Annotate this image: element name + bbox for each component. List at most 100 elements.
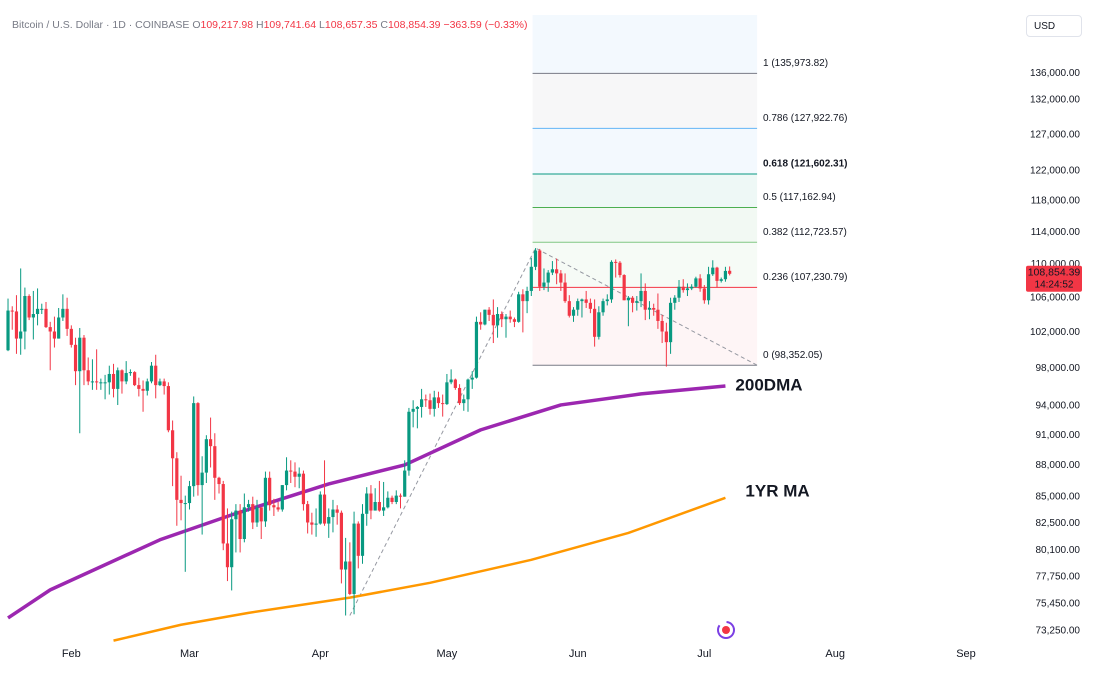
- candle-body: [647, 307, 652, 310]
- candle-body: [588, 302, 592, 309]
- candle-body: [111, 373, 116, 389]
- candle-body: [576, 301, 580, 310]
- ohlc-key: L: [319, 19, 325, 31]
- candle-body: [213, 446, 217, 478]
- candle-body: [251, 504, 255, 523]
- candle-body: [230, 519, 234, 568]
- y-tick-label: 94,000.00: [1036, 401, 1081, 412]
- candle-body: [10, 310, 14, 312]
- candle-body: [415, 406, 419, 409]
- candle-body: [284, 470, 289, 486]
- x-tick-label: Mar: [180, 648, 199, 660]
- ma-line: [113, 496, 726, 642]
- fib-label: 0.5 (117,162.94): [763, 192, 836, 203]
- y-tick-label: 91,000.00: [1036, 430, 1081, 441]
- candle-body: [474, 321, 479, 378]
- candle-body: [373, 501, 377, 511]
- candle-body: [141, 388, 145, 391]
- ohlc-key: H: [255, 19, 264, 31]
- candle-body: [622, 275, 626, 301]
- candle-body: [626, 297, 630, 301]
- candle-body: [137, 385, 141, 389]
- candle-body: [95, 381, 99, 383]
- candle-body: [276, 507, 280, 510]
- ohlc-value: 108,657.35: [324, 19, 378, 31]
- candle-body: [614, 261, 618, 263]
- y-tick-label: 127,000.00: [1030, 129, 1080, 140]
- candle-body: [78, 337, 82, 372]
- candle-body: [630, 297, 635, 303]
- candle-body: [521, 294, 525, 302]
- fib-band: [532, 73, 758, 129]
- candle-body: [149, 365, 154, 382]
- candle-body: [559, 273, 563, 283]
- x-tick-label: May: [437, 648, 458, 660]
- candle-body: [668, 302, 673, 343]
- symbol: Bitcoin / U.S. Dollar · 1D · COINBASE: [12, 19, 190, 31]
- candle-body: [584, 299, 588, 303]
- y-tick-label: 102,000.00: [1030, 327, 1080, 338]
- candle-body: [428, 400, 432, 409]
- currency-button[interactable]: USD: [1026, 15, 1082, 37]
- candle-body: [483, 309, 487, 325]
- candle-body: [200, 472, 204, 486]
- candle-body: [660, 320, 664, 332]
- candle-body: [65, 308, 69, 329]
- candle-body: [571, 309, 576, 316]
- candle-body: [322, 494, 327, 524]
- candle-body: [27, 296, 31, 318]
- candle-body: [61, 308, 65, 318]
- candle-body: [424, 399, 428, 401]
- candle-body: [124, 373, 128, 382]
- candle-body: [263, 477, 268, 522]
- candle-body: [175, 458, 179, 500]
- ohlc-value: 109,217.98: [200, 19, 254, 31]
- candle-body: [107, 373, 111, 383]
- candle-body: [6, 310, 10, 351]
- candle-body: [238, 510, 242, 540]
- candle-body: [398, 495, 403, 497]
- candle-body: [86, 370, 90, 382]
- candle-body: [73, 344, 78, 372]
- candle-body: [618, 262, 622, 276]
- candle-body: [517, 294, 521, 322]
- candle-body: [664, 331, 668, 343]
- candle-body: [23, 296, 27, 332]
- candle-body: [145, 381, 149, 391]
- candle-body: [690, 286, 694, 289]
- candle-body: [605, 299, 609, 302]
- candle-body: [411, 408, 415, 412]
- candle-body: [31, 314, 35, 318]
- candle-body: [183, 503, 187, 505]
- candle-body: [318, 494, 322, 524]
- candle-body: [57, 317, 61, 339]
- fib-label: 0.786 (127,922.76): [763, 113, 848, 124]
- candle-body: [154, 365, 158, 386]
- candle-body: [487, 309, 491, 315]
- candle-body: [221, 484, 225, 544]
- candle-body: [403, 470, 407, 497]
- candle-body: [301, 473, 306, 505]
- candle-body: [706, 274, 711, 301]
- candle-body: [643, 290, 647, 310]
- candle-body: [728, 270, 732, 274]
- ma-line: [7, 384, 726, 620]
- y-tick-label: 132,000.00: [1030, 95, 1080, 106]
- candle-body: [352, 523, 356, 594]
- candle-body: [217, 477, 221, 485]
- candle-body: [192, 403, 196, 487]
- candle-body: [635, 301, 639, 303]
- candle-body: [348, 561, 352, 594]
- candle-body: [593, 308, 597, 337]
- candle-body: [128, 372, 133, 374]
- candle-body: [407, 411, 411, 471]
- candle-body: [491, 314, 495, 326]
- candle-body: [35, 308, 40, 315]
- candle-body: [187, 486, 192, 504]
- candle-body: [90, 381, 95, 383]
- candle-body: [225, 543, 230, 568]
- x-tick-label: Apr: [312, 648, 329, 660]
- candle-body: [500, 314, 504, 320]
- candle-body: [533, 250, 538, 267]
- candle-body: [82, 337, 86, 371]
